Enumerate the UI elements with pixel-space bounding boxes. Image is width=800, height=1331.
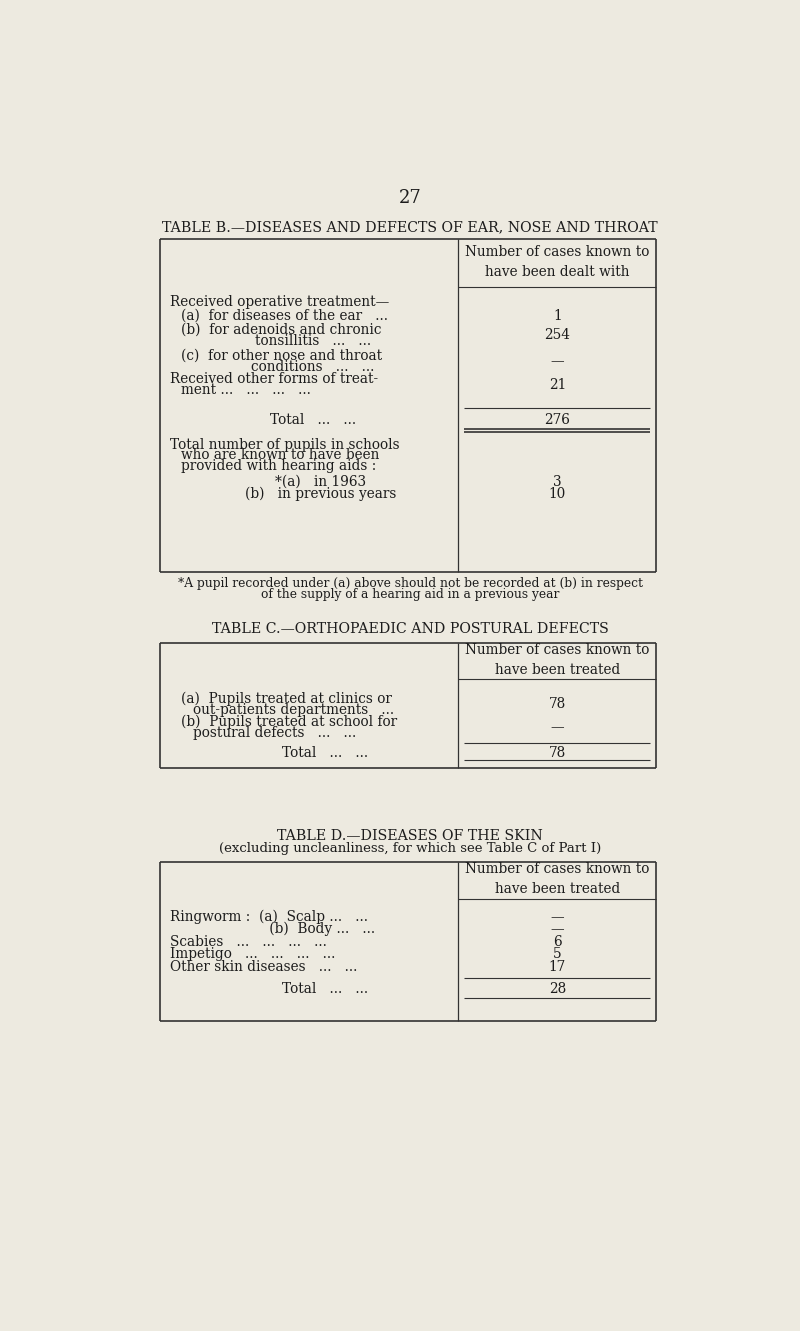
Text: postural defects   ...   ...: postural defects ... ... bbox=[193, 725, 356, 740]
Text: Number of cases known to
have been treated: Number of cases known to have been treat… bbox=[465, 862, 650, 896]
Text: Number of cases known to
have been treated: Number of cases known to have been treat… bbox=[465, 643, 650, 677]
Text: Number of cases known to
have been dealt with: Number of cases known to have been dealt… bbox=[465, 245, 650, 280]
Text: 17: 17 bbox=[549, 960, 566, 974]
Text: TABLE C.—ORTHOPAEDIC AND POSTURAL DEFECTS: TABLE C.—ORTHOPAEDIC AND POSTURAL DEFECT… bbox=[212, 623, 608, 636]
Text: Ringworm :  (a)  Scalp ...   ...: Ringworm : (a) Scalp ... ... bbox=[170, 909, 368, 924]
Text: —: — bbox=[550, 354, 564, 369]
Text: Impetigo   ...   ...   ...   ...: Impetigo ... ... ... ... bbox=[170, 948, 335, 961]
Text: —: — bbox=[550, 909, 564, 924]
Text: TABLE D.—DISEASES OF THE SKIN: TABLE D.—DISEASES OF THE SKIN bbox=[277, 829, 543, 843]
Text: *A pupil recorded under (a) above should not be recorded at (b) in respect: *A pupil recorded under (a) above should… bbox=[178, 576, 642, 590]
Text: Total   ...   ...: Total ... ... bbox=[282, 982, 368, 996]
Text: *(a)   in 1963: *(a) in 1963 bbox=[275, 475, 366, 488]
Text: Total   ...   ...: Total ... ... bbox=[270, 413, 356, 427]
Text: (b)  Pupils treated at school for: (b) Pupils treated at school for bbox=[182, 715, 398, 729]
Text: 6: 6 bbox=[553, 936, 562, 949]
Text: 78: 78 bbox=[549, 745, 566, 760]
Text: (excluding uncleanliness, for which see Table C of Part I): (excluding uncleanliness, for which see … bbox=[219, 843, 601, 856]
Text: ment ...   ...   ...   ...: ment ... ... ... ... bbox=[182, 383, 311, 397]
Text: (a)  for diseases of the ear   ...: (a) for diseases of the ear ... bbox=[182, 309, 388, 323]
Text: 78: 78 bbox=[549, 697, 566, 711]
Text: conditions   ...   ...: conditions ... ... bbox=[251, 359, 375, 374]
Text: 254: 254 bbox=[544, 329, 570, 342]
Text: 27: 27 bbox=[398, 189, 422, 208]
Text: 28: 28 bbox=[549, 982, 566, 996]
Text: 5: 5 bbox=[553, 948, 562, 961]
Text: who are known to have been: who are known to have been bbox=[182, 449, 380, 462]
Text: 21: 21 bbox=[549, 378, 566, 391]
Text: TABLE B.—DISEASES AND DEFECTS OF EAR, NOSE AND THROAT: TABLE B.—DISEASES AND DEFECTS OF EAR, NO… bbox=[162, 221, 658, 234]
Text: provided with hearing aids :: provided with hearing aids : bbox=[182, 459, 377, 474]
Text: 10: 10 bbox=[549, 487, 566, 500]
Text: 3: 3 bbox=[553, 475, 562, 488]
Text: —: — bbox=[550, 922, 564, 936]
Text: Received operative treatment—: Received operative treatment— bbox=[170, 295, 389, 309]
Text: Other skin diseases   ...   ...: Other skin diseases ... ... bbox=[170, 960, 357, 974]
Text: Received other forms of treat-: Received other forms of treat- bbox=[170, 373, 378, 386]
Text: 276: 276 bbox=[544, 413, 570, 427]
Text: (c)  for other nose and throat: (c) for other nose and throat bbox=[182, 349, 382, 362]
Text: —: — bbox=[550, 720, 564, 735]
Text: of the supply of a hearing aid in a previous year: of the supply of a hearing aid in a prev… bbox=[261, 587, 559, 600]
Text: tonsillitis   ...   ...: tonsillitis ... ... bbox=[255, 334, 371, 349]
Text: (a)  Pupils treated at clinics or: (a) Pupils treated at clinics or bbox=[182, 692, 392, 705]
Text: Total   ...   ...: Total ... ... bbox=[282, 745, 368, 760]
Text: (b)  for adenoids and chronic: (b) for adenoids and chronic bbox=[182, 323, 382, 337]
Text: (b)  Body ...   ...: (b) Body ... ... bbox=[209, 922, 376, 936]
Text: Scabies   ...   ...   ...   ...: Scabies ... ... ... ... bbox=[170, 936, 326, 949]
Text: (b)   in previous years: (b) in previous years bbox=[245, 487, 397, 500]
Text: out-patients departments   ...: out-patients departments ... bbox=[193, 703, 394, 716]
Text: Total number of pupils in schools: Total number of pupils in schools bbox=[170, 438, 399, 451]
Text: 1: 1 bbox=[553, 309, 562, 323]
